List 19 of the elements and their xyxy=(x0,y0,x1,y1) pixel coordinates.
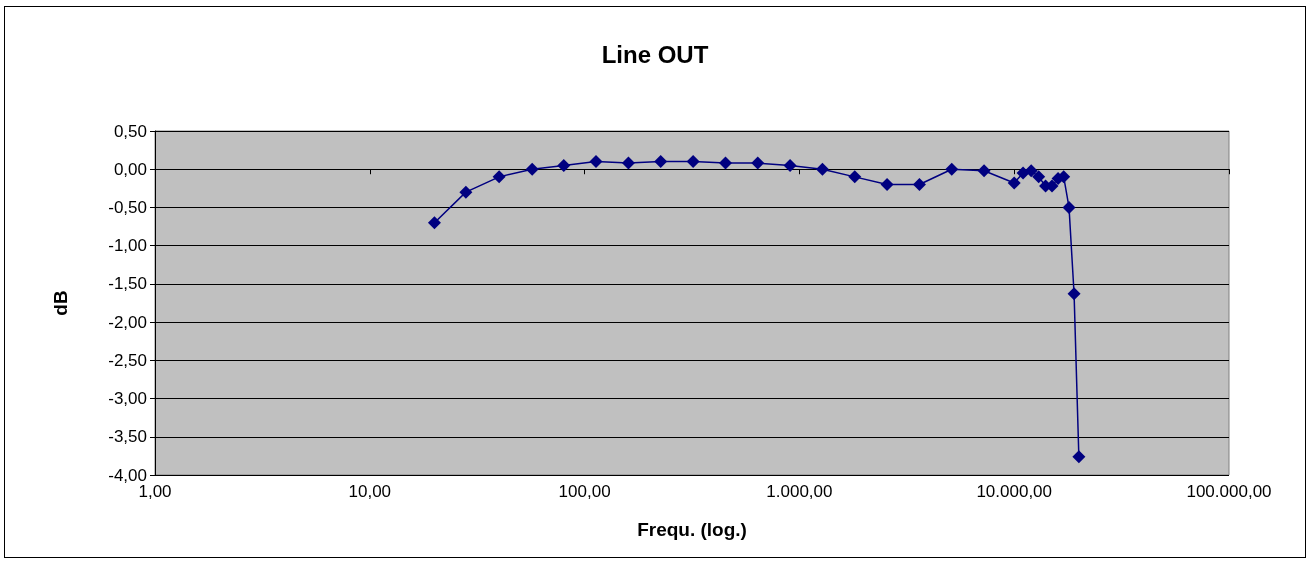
y-tick-label: 0,50 xyxy=(113,121,147,141)
y-tick-label: 0,00 xyxy=(113,159,147,179)
y-tick-label: -4,00 xyxy=(108,465,147,485)
y-tick-label: -0,50 xyxy=(108,197,147,217)
x-tick-label: 1,00 xyxy=(138,482,172,501)
x-tick-label: 10.000,00 xyxy=(976,482,1053,501)
y-tick-label: -3,50 xyxy=(108,427,147,447)
x-tick-label: 1.000,00 xyxy=(766,482,833,501)
y-tick-label: -3,00 xyxy=(108,389,147,409)
chart-title: Line OUT xyxy=(601,40,709,68)
y-tick-label: -2,00 xyxy=(108,312,147,332)
y-tick-label: -2,50 xyxy=(108,350,147,370)
x-tick-label: 100,00 xyxy=(558,482,611,501)
y-tick-label: -1,00 xyxy=(108,236,147,256)
x-tick-label: 10,00 xyxy=(348,482,392,501)
x-tick-label: 100.000,00 xyxy=(1186,482,1272,501)
y-axis-title: dB xyxy=(50,290,71,316)
x-axis-title: Frequ. (log.) xyxy=(637,519,747,540)
y-tick-label: -1,50 xyxy=(108,274,147,294)
